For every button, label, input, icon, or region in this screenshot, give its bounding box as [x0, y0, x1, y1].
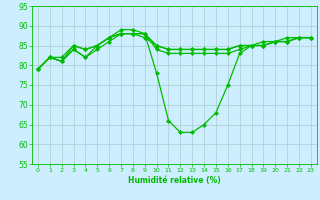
- X-axis label: Humidité relative (%): Humidité relative (%): [128, 176, 221, 185]
